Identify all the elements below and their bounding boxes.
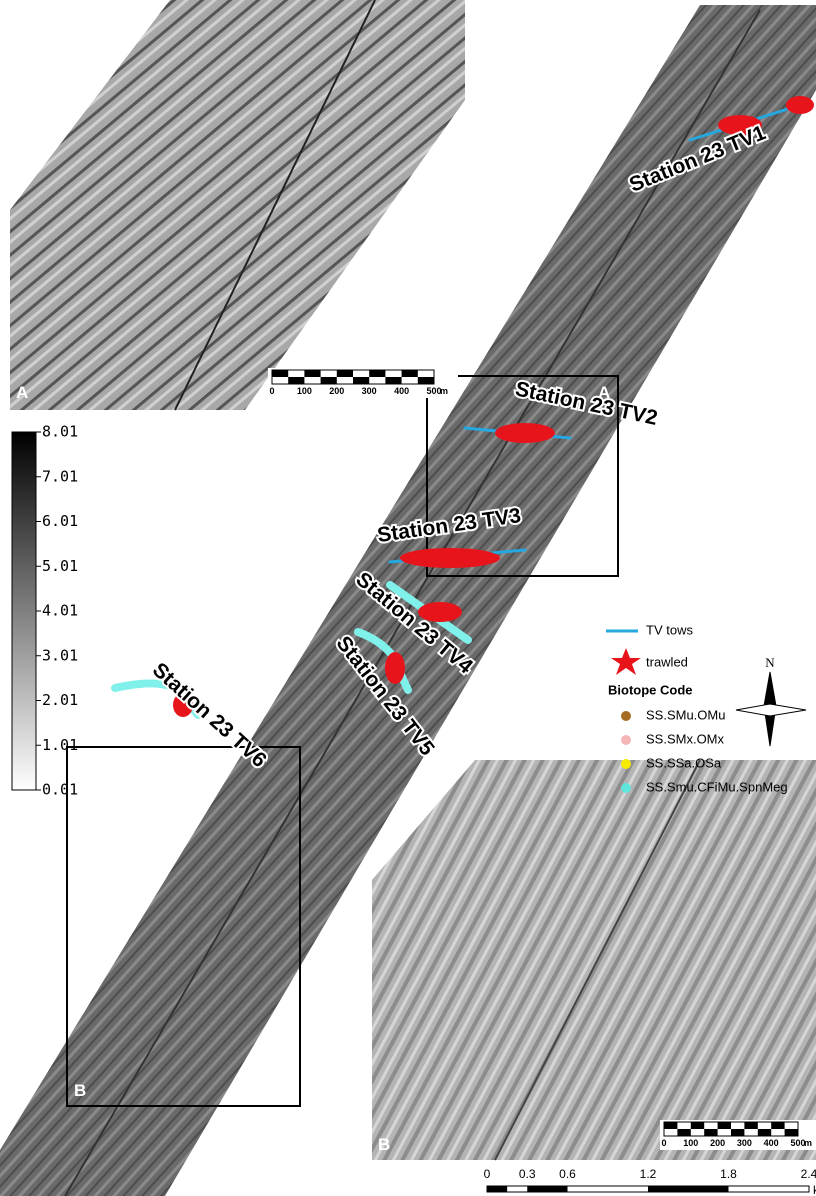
scale-seg	[304, 370, 320, 377]
star-cluster	[786, 96, 814, 114]
inset-label: B	[378, 1135, 390, 1154]
scale-seg	[731, 1129, 744, 1136]
scale-seg	[677, 1129, 690, 1136]
scale-seg	[402, 370, 418, 377]
scale-seg	[321, 377, 337, 384]
legend-label: TV tows	[646, 622, 693, 637]
scale-label: 100	[683, 1138, 698, 1148]
colorbar-label: 2.01	[42, 691, 78, 709]
scale-seg	[272, 370, 288, 377]
legend-dot	[621, 735, 631, 745]
box-label: B	[74, 1081, 86, 1100]
scale-seg	[353, 377, 369, 384]
scale-seg	[785, 1129, 798, 1136]
box-label: A	[598, 383, 610, 402]
scale-label: 0	[269, 386, 274, 396]
star-cluster	[495, 423, 555, 443]
legend-label: trawled	[646, 654, 688, 669]
legend-label: SS.SSa.OSa	[646, 755, 722, 770]
scale-seg	[744, 1122, 757, 1129]
scale-seg	[691, 1122, 704, 1129]
colorbar-label: 8.01	[42, 423, 78, 441]
scale-label: 1.2	[640, 1167, 657, 1181]
scale-label: 0.3	[519, 1167, 536, 1181]
legend-title: Biotope Code	[608, 682, 693, 697]
legend-label: SS.SMx.OMx	[646, 731, 725, 746]
scale-seg	[704, 1129, 717, 1136]
legend-dot	[621, 759, 631, 769]
scale-seg	[771, 1122, 784, 1129]
scale-seg	[385, 377, 401, 384]
inset-a	[10, 0, 465, 410]
legend-dot	[621, 711, 631, 721]
star-cluster	[400, 548, 500, 568]
scale-label: 200	[329, 386, 344, 396]
scale-label: 0	[661, 1138, 666, 1148]
colorbar-label: 3.01	[42, 646, 78, 664]
scale-seg	[369, 370, 385, 377]
legend-label: SS.Smu.CFiMu.SpnMeg	[646, 779, 788, 794]
colorbar-label: 0.01	[42, 781, 78, 799]
scale-seg	[288, 377, 304, 384]
scale-seg	[758, 1129, 771, 1136]
colorbar	[12, 432, 36, 790]
scale-label: 100	[297, 386, 312, 396]
scale-label: 1.8	[720, 1167, 737, 1181]
legend-star	[611, 648, 641, 675]
colorbar-label: 6.01	[42, 512, 78, 530]
scale-label: 0.6	[559, 1167, 576, 1181]
inset-label: A	[16, 383, 28, 402]
colorbar-label: 4.01	[42, 602, 78, 620]
scale-seg	[664, 1122, 677, 1129]
north-label: N	[765, 655, 775, 670]
scale-label: 400	[394, 386, 409, 396]
colorbar-label: 1.01	[42, 736, 78, 754]
scale-label: 0	[484, 1167, 491, 1181]
scale-seg	[418, 377, 434, 384]
legend-dot	[621, 783, 631, 793]
scale-seg	[648, 1186, 729, 1192]
scale-seg	[337, 370, 353, 377]
scale-unit: m	[440, 386, 448, 396]
compass: N	[736, 655, 806, 746]
scale-label: 300	[737, 1138, 752, 1148]
scale-seg	[487, 1186, 507, 1192]
scale-label: 400	[764, 1138, 779, 1148]
scale-label: 300	[362, 386, 377, 396]
scale-label: 200	[710, 1138, 725, 1148]
legend-label: SS.SMu.OMu	[646, 707, 725, 722]
colorbar-label: 5.01	[42, 557, 78, 575]
map: N Station 23 TV1Station 23 TV2Station 23…	[0, 0, 816, 1196]
scale-unit: m	[804, 1138, 812, 1148]
scale-label: 2.4	[801, 1167, 816, 1181]
colorbar-label: 7.01	[42, 467, 78, 485]
inset-b	[372, 760, 816, 1160]
scale-seg	[527, 1186, 567, 1192]
station-label: Station 23 TV6	[148, 658, 271, 772]
star-cluster	[385, 652, 405, 684]
scale-seg	[718, 1122, 731, 1129]
